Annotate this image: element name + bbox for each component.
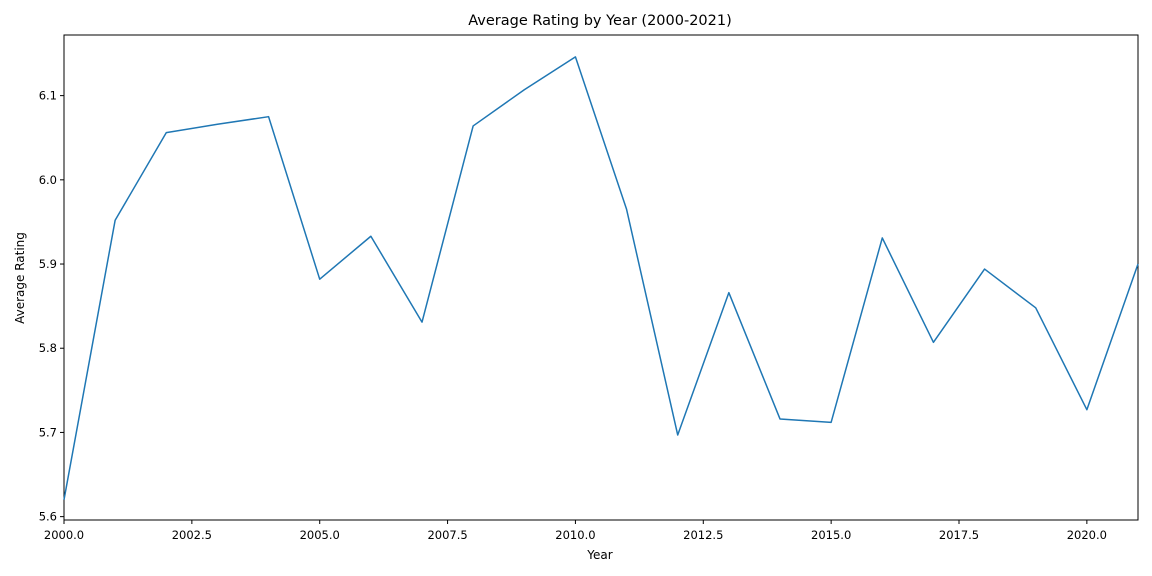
- y-tick-label: 5.9: [39, 257, 57, 271]
- y-tick-label: 5.8: [39, 341, 57, 355]
- x-tick-label: 2002.5: [172, 528, 212, 542]
- x-tick-label: 2007.5: [427, 528, 467, 542]
- y-axis: 5.6 5.7 5.8 5.9 6.0 6.1: [39, 89, 64, 524]
- x-tick-label: 2005.0: [300, 528, 340, 542]
- x-tick-label: 2015.0: [811, 528, 851, 542]
- y-axis-label: Average Rating: [13, 232, 27, 324]
- x-tick-label: 2017.5: [939, 528, 979, 542]
- x-tick-label: 2010.0: [555, 528, 595, 542]
- x-axis: 2000.0 2002.5 2005.0 2007.5 2010.0 2012.5 2015…: [44, 520, 1107, 542]
- series-layer: [63, 56, 1139, 500]
- y-tick-label: 5.6: [39, 510, 57, 524]
- y-tick-label: 6.0: [39, 173, 57, 187]
- y-tick-label: 5.7: [39, 425, 57, 439]
- x-tick-label: 2012.5: [683, 528, 723, 542]
- chart-title: Average Rating by Year (2000-2021): [468, 13, 732, 29]
- plot-area-frame: [63, 34, 1139, 521]
- y-tick-label: 6.1: [39, 89, 57, 103]
- x-axis-label: Year: [586, 548, 612, 562]
- series-line-0: [63, 56, 1139, 500]
- x-tick-label: 2020.0: [1067, 528, 1107, 542]
- x-tick-label: 2000.0: [44, 528, 84, 542]
